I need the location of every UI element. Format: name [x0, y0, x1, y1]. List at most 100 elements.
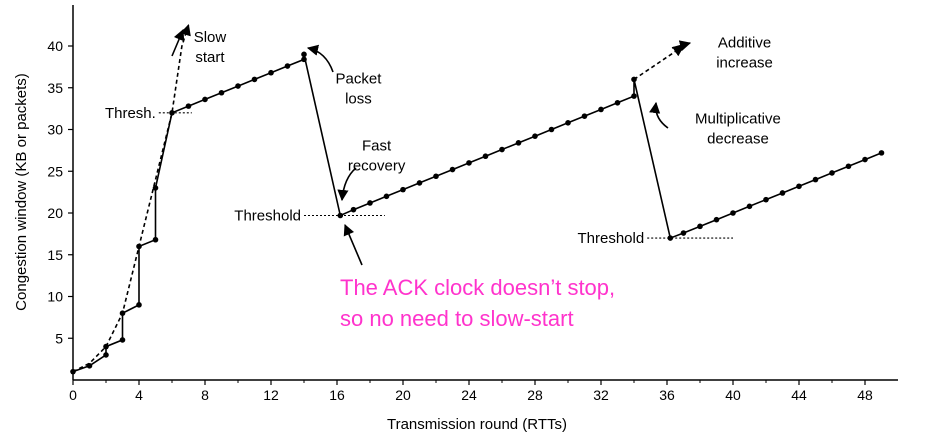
annotation-line: Slow	[194, 29, 227, 46]
x-tick-label: 4	[135, 387, 143, 403]
data-point	[862, 156, 868, 163]
series-line-1	[72, 24, 191, 373]
data-point	[284, 63, 291, 69]
annotation-line: loss	[345, 91, 372, 108]
data-point	[235, 83, 241, 89]
data-point	[532, 133, 538, 139]
series-line-0	[72, 54, 882, 373]
annotation-line: Fast	[362, 137, 392, 154]
data-point	[796, 183, 802, 190]
data-point	[667, 235, 674, 241]
data-point	[152, 185, 159, 191]
callout-line-1: The ACK clock doesn’t stop,	[340, 275, 615, 300]
data-point	[218, 89, 225, 96]
callout-line-2: so no need to slow-start	[340, 306, 574, 331]
data-point	[136, 302, 142, 308]
axes	[72, 5, 898, 381]
data-point	[337, 212, 344, 219]
series-line-2	[633, 45, 685, 81]
data-point	[103, 352, 109, 358]
data-point	[482, 153, 489, 160]
threshold-label: Thresh.	[105, 105, 156, 122]
y-tick-label: 20	[47, 205, 63, 221]
data-point	[763, 196, 769, 203]
additive-increase-arrow	[671, 40, 692, 52]
data-point	[565, 120, 571, 126]
y-tick-label: 25	[47, 163, 63, 179]
data-point	[614, 99, 621, 106]
annotation-line: start	[195, 49, 225, 66]
data-point	[581, 113, 588, 119]
data-point	[152, 236, 159, 243]
annotation-line: Additive	[718, 35, 771, 52]
data-point	[697, 223, 703, 230]
x-tick-label: 40	[725, 387, 741, 403]
data-point	[499, 146, 505, 153]
data-point	[433, 173, 439, 180]
fast-recovery-arrow	[337, 167, 357, 202]
y-tick-label: 30	[47, 122, 63, 138]
data-point	[70, 368, 76, 375]
data-point	[466, 160, 472, 166]
x-tick-label: 44	[791, 387, 807, 403]
data-point	[713, 216, 720, 223]
data-point	[515, 140, 522, 146]
annotation-line: decrease	[707, 131, 769, 148]
y-tick-label: 10	[47, 289, 63, 305]
threshold-label: Threshold	[577, 230, 644, 247]
data-point	[301, 56, 307, 63]
x-tick-label: 8	[201, 387, 209, 403]
annotation-line: Multiplicative	[695, 111, 781, 128]
x-tick-label: 12	[263, 387, 279, 403]
y-tick-label: 40	[47, 38, 63, 54]
y-axis-title: Congestion window (KB or packets)	[13, 73, 30, 311]
x-tick-label: 28	[527, 387, 543, 403]
x-tick-label: 24	[461, 387, 477, 403]
x-tick-label: 20	[395, 387, 411, 403]
data-point	[268, 69, 274, 76]
data-point	[301, 51, 307, 58]
data-point	[680, 230, 687, 236]
annotation-arrows	[171, 28, 692, 266]
data-point	[350, 206, 357, 213]
data-point	[631, 93, 637, 99]
data-point	[878, 150, 885, 156]
data-point	[746, 203, 753, 210]
annotation-label: Multiplicative decrease	[695, 111, 781, 148]
annotation-line: Packet	[336, 71, 383, 88]
x-tick-label: 0	[69, 387, 77, 403]
threshold-label: Threshold	[234, 208, 301, 225]
data-point	[185, 103, 192, 109]
data-point	[779, 190, 786, 196]
data-point	[845, 163, 852, 170]
data-point	[548, 126, 555, 133]
threshold-lines: Thresh. Threshold Threshold	[105, 105, 733, 247]
annotation-label: Fast recovery	[348, 137, 406, 174]
data-point	[400, 186, 406, 193]
multiplicative-decrease-arrow	[649, 101, 669, 129]
y-tick-label: 5	[55, 330, 63, 346]
ack-clock-arrow	[343, 223, 363, 266]
slow-start-arrow	[171, 28, 185, 57]
series-layer	[70, 24, 885, 375]
data-point	[416, 180, 423, 186]
annotation-line: recovery	[348, 157, 406, 174]
ack-clock-callout: The ACK clock doesn’t stop, so no need t…	[340, 275, 621, 331]
data-point	[730, 210, 736, 216]
data-point	[169, 110, 175, 116]
data-point	[119, 337, 126, 343]
annotation-label: Packet loss	[336, 71, 383, 108]
data-point	[812, 176, 819, 183]
y-tick-label: 35	[47, 80, 63, 96]
data-point	[829, 170, 835, 176]
data-point	[202, 96, 208, 103]
x-axis-title: Transmission round (RTTs)	[387, 416, 567, 433]
data-point	[383, 193, 390, 200]
x-tick-label: 36	[659, 387, 675, 403]
data-point	[449, 166, 456, 173]
x-tick-label: 32	[593, 387, 609, 403]
annotation-label: Additive increase	[716, 35, 773, 72]
x-tick-label: 16	[329, 387, 345, 403]
